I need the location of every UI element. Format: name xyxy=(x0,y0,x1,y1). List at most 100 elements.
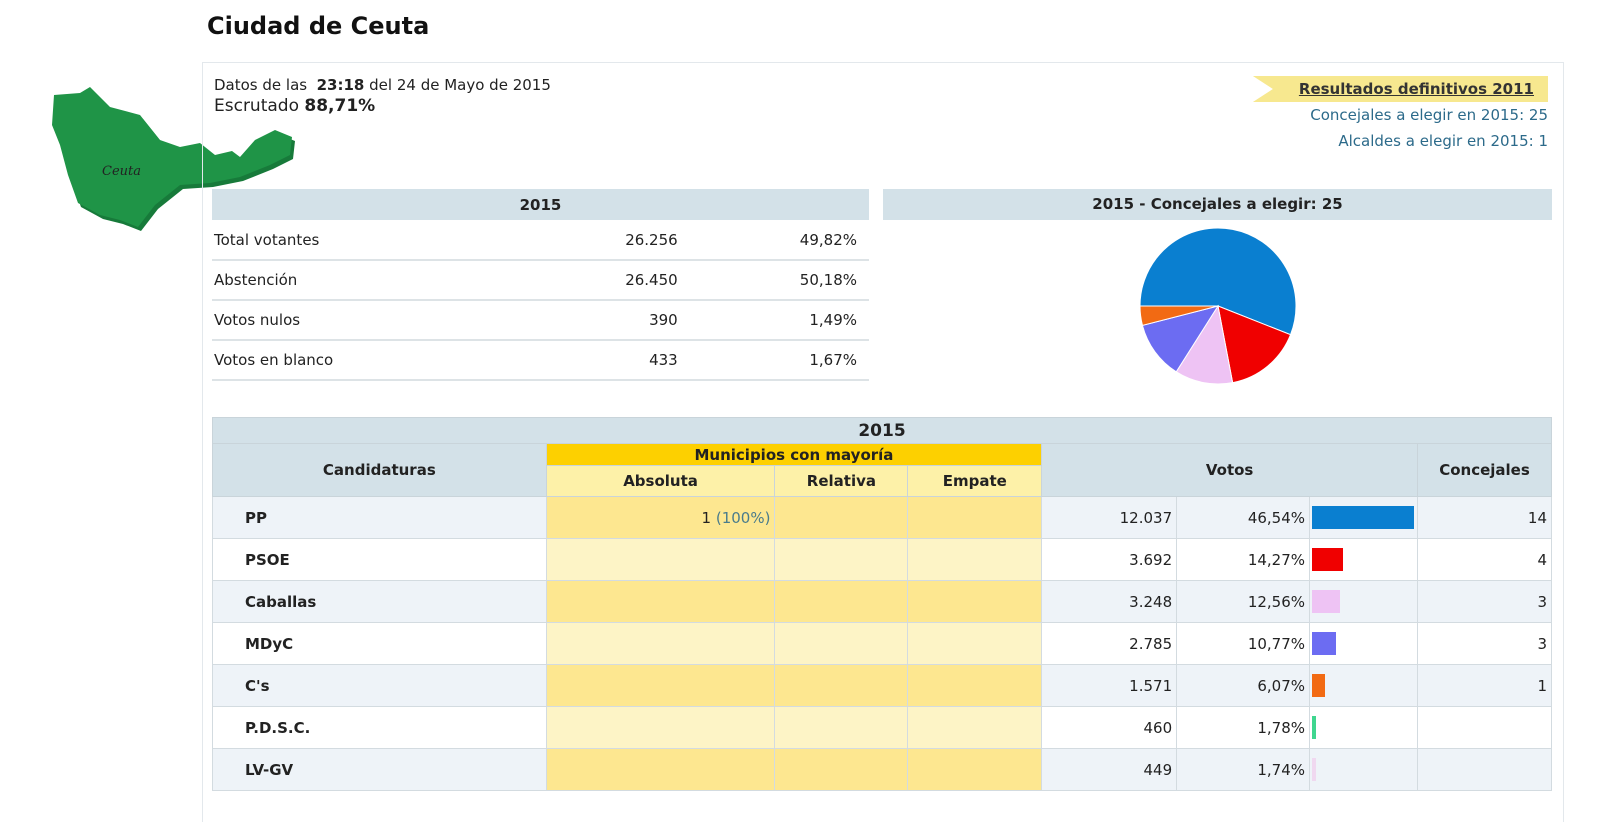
pct: 1,49% xyxy=(689,300,869,341)
absoluta-cell: 1 (100%) xyxy=(545,496,776,539)
votes-pct: 14,27% xyxy=(1176,538,1311,581)
relativa-cell xyxy=(774,748,909,791)
table-row: C's 1.571 6,07% 1 xyxy=(212,664,1552,707)
table-row: LV-GV 449 1,74% xyxy=(212,748,1552,791)
empate-cell xyxy=(907,748,1043,791)
seats: 4 xyxy=(1417,538,1552,581)
seats: 14 xyxy=(1417,496,1552,539)
empate-cell xyxy=(907,664,1043,707)
results-2011-link[interactable]: Resultados definitivos 2011 xyxy=(1252,76,1548,102)
mayors-link[interactable]: Alcaldes a elegir en 2015: 1 xyxy=(1338,132,1548,150)
absoluta-count: 1 xyxy=(701,508,712,527)
absoluta-cell xyxy=(545,538,776,581)
votes-pct: 46,54% xyxy=(1176,496,1311,539)
pie-title: 2015 - Concejales a elegir: 25 xyxy=(883,189,1552,220)
summary-table: 2015 Total votantes 26.256 49,82% Abstenci… xyxy=(212,189,869,381)
col-concejales: Concejales xyxy=(1417,443,1552,497)
pie-slice-psoe xyxy=(1217,305,1292,384)
seats: 3 xyxy=(1417,622,1552,665)
scrutiny-label: Escrutado xyxy=(214,96,299,116)
seats-pie-chart xyxy=(1139,227,1297,385)
candidates-table: 2015 Candidaturas Municipios con mayoría… xyxy=(212,417,1552,791)
votes-pct: 1,74% xyxy=(1176,748,1311,791)
seats: 1 xyxy=(1417,664,1552,707)
empate-cell xyxy=(907,622,1043,665)
vote-bar xyxy=(1312,716,1316,739)
votes: 3.248 xyxy=(1041,580,1178,623)
col-absoluta: Absoluta xyxy=(545,465,776,497)
time-prefix: Datos de las xyxy=(214,76,308,94)
summary-row: Total votantes 26.256 49,82% xyxy=(212,220,869,261)
votes: 12.037 xyxy=(1041,496,1178,539)
table-row: PP 1 (100%) 12.037 46,54% 14 xyxy=(212,496,1552,539)
votes: 3.692 xyxy=(1041,538,1178,581)
col-votos: Votos xyxy=(1041,443,1418,497)
councillors-link[interactable]: Concejales a elegir en 2015: 25 xyxy=(1310,106,1548,124)
links: Resultados definitivos 2011 Concejales a… xyxy=(1252,76,1548,154)
absoluta-cell xyxy=(545,580,776,623)
votes-pct: 12,56% xyxy=(1176,580,1311,623)
time: 23:18 xyxy=(316,76,365,94)
pie-slice-cs xyxy=(1139,305,1219,327)
candidate-name[interactable]: C's xyxy=(212,664,547,707)
candidate-name[interactable]: MDyC xyxy=(212,622,547,665)
label: Total votantes xyxy=(212,220,523,261)
data-info: Datos de las 23:18 del 24 de Mayo de 201… xyxy=(214,75,551,117)
absoluta-cell xyxy=(545,748,776,791)
value: 390 xyxy=(522,300,690,341)
pct: 50,18% xyxy=(689,260,869,301)
candidate-name[interactable]: PP xyxy=(212,496,547,539)
empate-cell xyxy=(907,496,1043,539)
votes: 449 xyxy=(1041,748,1178,791)
vote-bar xyxy=(1312,590,1340,613)
col-mayoria: Municipios con mayoría xyxy=(545,443,1043,466)
candidate-name[interactable]: P.D.S.C. xyxy=(212,706,547,749)
seats xyxy=(1417,706,1552,749)
date: del 24 de Mayo de 2015 xyxy=(369,76,551,94)
candidate-name[interactable]: Caballas xyxy=(212,580,547,623)
seats xyxy=(1417,748,1552,791)
empate-cell xyxy=(907,580,1043,623)
scrutiny-value: 88,71% xyxy=(304,96,376,116)
votes: 2.785 xyxy=(1041,622,1178,665)
pct: 49,82% xyxy=(689,220,869,261)
candidate-name[interactable]: PSOE xyxy=(212,538,547,581)
relativa-cell xyxy=(774,538,909,581)
table-year: 2015 xyxy=(212,417,1552,444)
empate-cell xyxy=(907,538,1043,581)
table-row: MDyC 2.785 10,77% 3 xyxy=(212,622,1552,665)
summary-row: Votos en blanco 433 1,67% xyxy=(212,340,869,381)
col-candidaturas: Candidaturas xyxy=(212,443,547,497)
relativa-cell xyxy=(774,664,909,707)
absoluta-pct: (100%) xyxy=(715,508,771,527)
vote-bar xyxy=(1312,674,1326,697)
vote-bar xyxy=(1312,548,1344,571)
value: 26.256 xyxy=(522,220,690,261)
label: Votos nulos xyxy=(212,300,523,341)
votes-pct: 6,07% xyxy=(1176,664,1311,707)
ceuta-map[interactable]: Ceuta xyxy=(40,85,300,235)
table-row: PSOE 3.692 14,27% 4 xyxy=(212,538,1552,581)
vote-bar xyxy=(1312,506,1415,529)
absoluta-cell xyxy=(545,664,776,707)
col-empate: Empate xyxy=(907,465,1043,497)
candidate-name[interactable]: LV-GV xyxy=(212,748,547,791)
votes-pct: 1,78% xyxy=(1176,706,1311,749)
label: Abstención xyxy=(212,260,523,301)
relativa-cell xyxy=(774,496,909,539)
relativa-cell xyxy=(774,706,909,749)
absoluta-cell xyxy=(545,622,776,665)
value: 433 xyxy=(522,340,690,381)
map-label: Ceuta xyxy=(102,164,141,179)
page-title: Ciudad de Ceuta xyxy=(207,12,430,40)
label: Votos en blanco xyxy=(212,340,523,381)
summary-header: 2015 xyxy=(212,189,869,220)
table-row: P.D.S.C. 460 1,78% xyxy=(212,706,1552,749)
value: 26.450 xyxy=(522,260,690,301)
summary-row: Abstención 26.450 50,18% xyxy=(212,260,869,301)
pie-slice-pp xyxy=(1139,227,1297,336)
absoluta-cell xyxy=(545,706,776,749)
relativa-cell xyxy=(774,580,909,623)
relativa-cell xyxy=(774,622,909,665)
empate-cell xyxy=(907,706,1043,749)
